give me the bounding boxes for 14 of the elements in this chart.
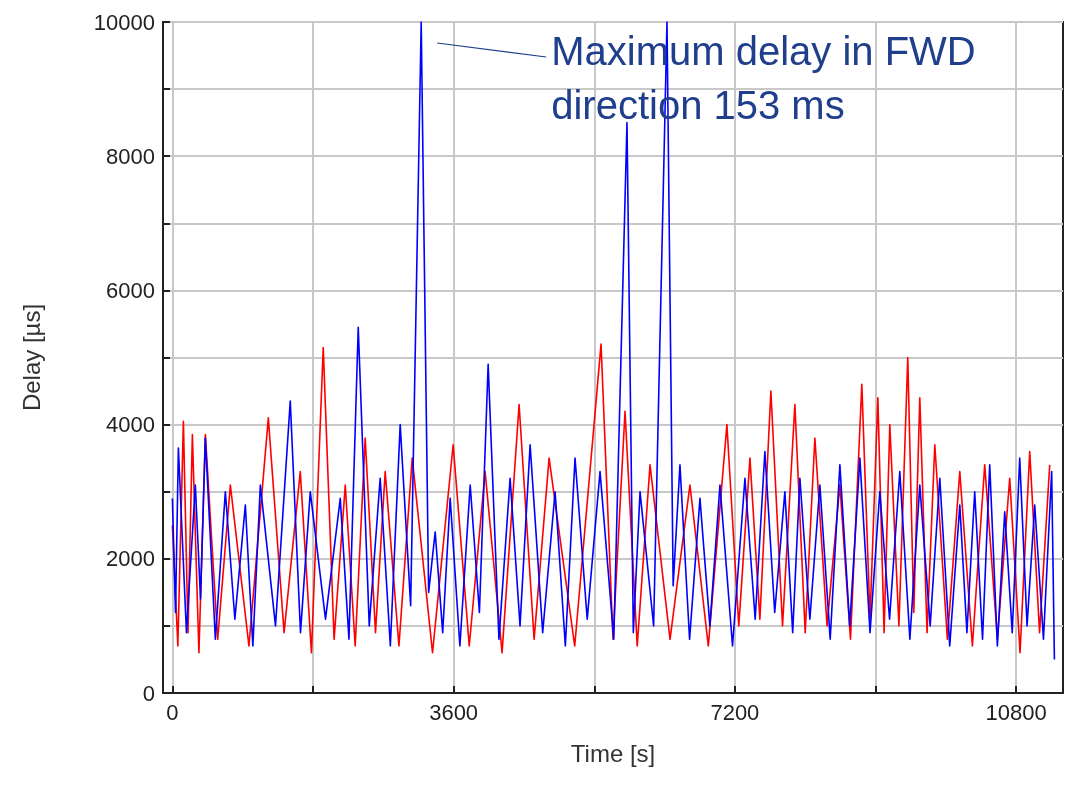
- x-tick-label: 7200: [710, 699, 760, 725]
- x-tick-label: 0: [166, 699, 179, 725]
- y-axis-title: Delay [µs]: [17, 303, 45, 412]
- x-tick-label: 10800: [985, 699, 1047, 725]
- y-tick-label: 10000: [93, 9, 155, 35]
- y-tick-label: 4000: [106, 412, 155, 438]
- y-tick-label: 8000: [106, 143, 155, 169]
- y-tick-label: 2000: [106, 546, 155, 572]
- line-series: [171, 343, 1051, 654]
- y-tick-label: 6000: [106, 277, 155, 303]
- line-series: [171, 21, 1056, 661]
- x-axis-title: Time [s]: [570, 739, 656, 767]
- y-tick-label: 0: [142, 680, 155, 706]
- x-tick-label: 3600: [429, 699, 479, 725]
